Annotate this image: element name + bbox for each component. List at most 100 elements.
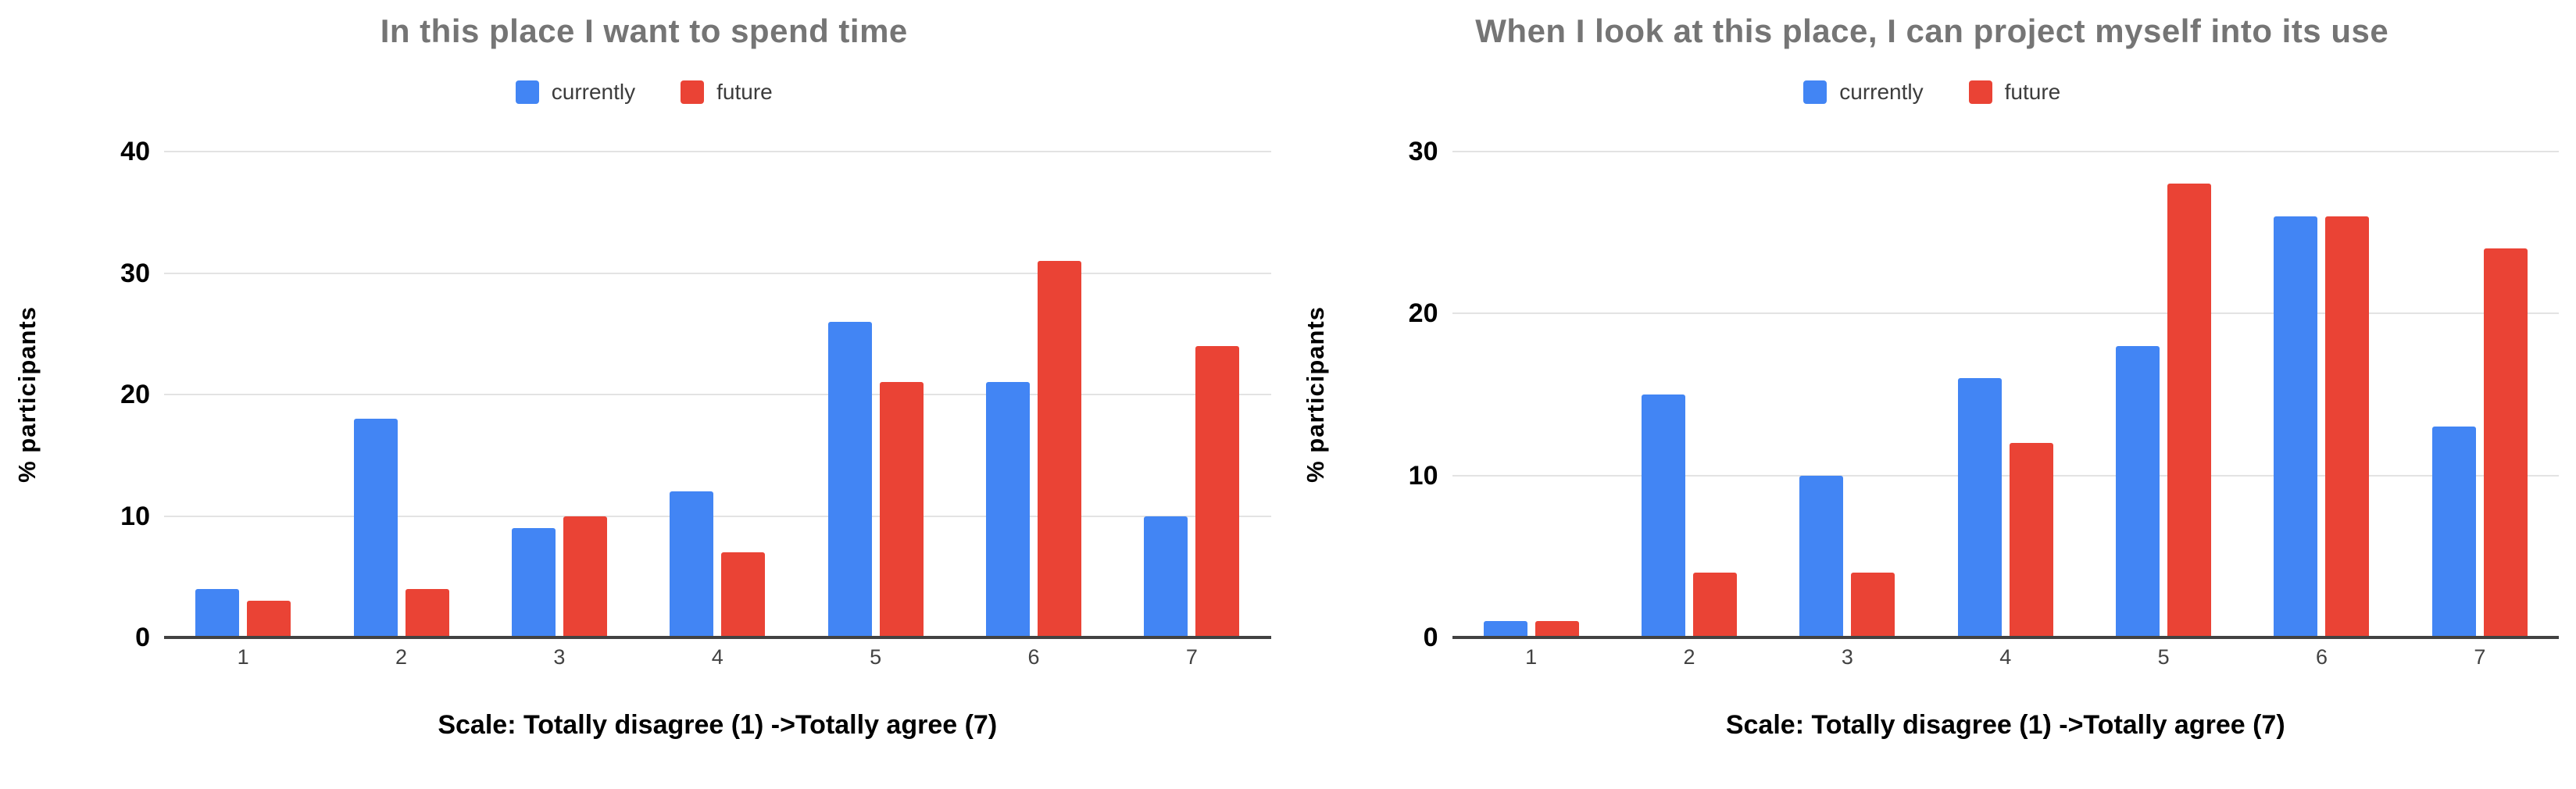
bar-currently-5 bbox=[2116, 345, 2160, 637]
legend-swatch-icon bbox=[515, 80, 539, 104]
y-tick-label: 30 bbox=[1408, 137, 1438, 166]
bar-currently-2 bbox=[1642, 394, 1686, 637]
x-axis-caption: Scale: Totally disagree (1) ->Totally ag… bbox=[438, 710, 998, 740]
gridlines-layer bbox=[1452, 151, 2559, 639]
chart-panel-project-myself: When I look at this place, I can project… bbox=[1288, 0, 2576, 789]
bar-future-1 bbox=[1535, 621, 1579, 637]
bar-future-5 bbox=[879, 382, 924, 637]
x-axis-ticks: 1 2 3 4 5 6 7 bbox=[164, 645, 1271, 669]
x-tick-label: 1 bbox=[1525, 645, 1538, 669]
bar-future-6 bbox=[2325, 216, 2370, 637]
gridline bbox=[1452, 151, 2559, 152]
y-axis-ticks: 0 10 20 30 40 bbox=[55, 138, 164, 651]
legend-item-future: future bbox=[1968, 80, 2061, 105]
bar-group-5 bbox=[796, 152, 954, 637]
x-tick-label: 2 bbox=[1683, 645, 1695, 669]
bar-currently-3 bbox=[511, 528, 556, 637]
y-axis-title: % participants bbox=[1301, 306, 1329, 483]
gridline bbox=[164, 394, 1271, 395]
bar-group-1 bbox=[1452, 152, 1610, 637]
chart-legend: currently future bbox=[0, 80, 1288, 105]
bar-currently-1 bbox=[1483, 621, 1527, 637]
bar-currently-7 bbox=[2431, 427, 2476, 637]
y-tick-label: 0 bbox=[1423, 623, 1438, 652]
bar-group-7 bbox=[1113, 152, 1270, 637]
plot-area bbox=[1452, 151, 2560, 639]
legend-swatch-icon bbox=[1803, 80, 1827, 104]
x-axis-line bbox=[164, 636, 1271, 639]
bar-future-6 bbox=[1037, 260, 1081, 637]
bar-currently-7 bbox=[1144, 516, 1188, 637]
x-tick-label: 3 bbox=[553, 645, 566, 669]
legend-item-currently: currently bbox=[1803, 80, 1924, 105]
x-tick-label: 7 bbox=[2474, 645, 2486, 669]
bar-future-2 bbox=[405, 588, 449, 637]
x-axis-caption: Scale: Totally disagree (1) ->Totally ag… bbox=[1725, 710, 2285, 740]
chart-body: % participants 0 10 20 30 40 bbox=[0, 138, 1288, 651]
y-tick-label: 30 bbox=[120, 258, 150, 288]
bars-layer bbox=[1452, 152, 2560, 637]
bar-future-3 bbox=[1851, 573, 1895, 637]
bar-group-4 bbox=[1927, 152, 2085, 637]
y-tick-label: 10 bbox=[1408, 460, 1438, 491]
bar-future-4 bbox=[721, 552, 766, 637]
x-axis-line bbox=[1452, 636, 2559, 639]
gridline bbox=[164, 272, 1271, 274]
x-tick-label: 6 bbox=[2315, 645, 2328, 669]
chart-body: % participants 0 10 20 30 bbox=[1288, 138, 2576, 651]
chart-panel-spend-time: In this place I want to spend time curre… bbox=[0, 12, 1288, 740]
bars-layer bbox=[164, 152, 1271, 637]
y-tick-label: 20 bbox=[1408, 298, 1438, 329]
bar-currently-6 bbox=[985, 382, 1030, 637]
bar-group-5 bbox=[2085, 152, 2242, 637]
bar-currently-1 bbox=[195, 588, 240, 637]
chart-title: When I look at this place, I can project… bbox=[1475, 12, 2389, 49]
legend-label: currently bbox=[1839, 80, 1924, 104]
legend-swatch-icon bbox=[1968, 80, 1992, 104]
bar-currently-2 bbox=[353, 419, 398, 637]
chart-title: In this place I want to spend time bbox=[380, 12, 908, 49]
chart-legend: currently future bbox=[1288, 80, 2576, 105]
y-tick-label: 40 bbox=[120, 137, 150, 166]
bar-future-7 bbox=[1195, 345, 1240, 637]
plot-area bbox=[164, 151, 1271, 639]
bar-group-6 bbox=[955, 152, 1113, 637]
y-axis-title-column: % participants bbox=[1288, 152, 1343, 637]
y-tick-label: 0 bbox=[135, 623, 150, 652]
bar-currently-6 bbox=[2274, 216, 2318, 637]
x-tick-label: 4 bbox=[711, 645, 723, 669]
bar-group-6 bbox=[2242, 152, 2400, 637]
gridlines-layer bbox=[164, 151, 1271, 639]
bar-group-4 bbox=[638, 152, 796, 637]
y-axis-ticks: 0 10 20 30 bbox=[1343, 138, 1452, 651]
y-tick-label: 10 bbox=[120, 501, 150, 531]
bar-future-3 bbox=[563, 516, 607, 637]
x-axis-ticks: 1 2 3 4 5 6 7 bbox=[1452, 645, 2560, 669]
y-tick-label: 20 bbox=[120, 380, 150, 409]
bar-group-2 bbox=[1610, 152, 1768, 637]
bar-future-1 bbox=[247, 601, 291, 637]
bar-group-1 bbox=[164, 152, 322, 637]
x-tick-label: 7 bbox=[1185, 645, 1198, 669]
x-tick-label: 2 bbox=[395, 645, 408, 669]
x-tick-label: 5 bbox=[2157, 645, 2170, 669]
legend-label: currently bbox=[551, 80, 636, 104]
x-tick-label: 5 bbox=[870, 645, 882, 669]
bar-group-2 bbox=[322, 152, 480, 637]
gridline bbox=[164, 151, 1271, 152]
bar-future-2 bbox=[1693, 573, 1738, 637]
legend-label: future bbox=[2004, 80, 2061, 104]
legend-item-currently: currently bbox=[515, 80, 636, 105]
legend-swatch-icon bbox=[681, 80, 705, 104]
bar-currently-4 bbox=[1957, 378, 2002, 637]
x-tick-label: 6 bbox=[1027, 645, 1040, 669]
gridline bbox=[1452, 474, 2559, 477]
gridline bbox=[1452, 312, 2559, 315]
bar-currently-5 bbox=[827, 321, 872, 637]
bar-group-7 bbox=[2401, 152, 2559, 637]
x-tick-label: 4 bbox=[1999, 645, 2012, 669]
y-axis-title: % participants bbox=[13, 306, 41, 483]
x-tick-label: 3 bbox=[1841, 645, 1853, 669]
bar-currently-3 bbox=[1799, 475, 1844, 637]
bar-group-3 bbox=[481, 152, 638, 637]
